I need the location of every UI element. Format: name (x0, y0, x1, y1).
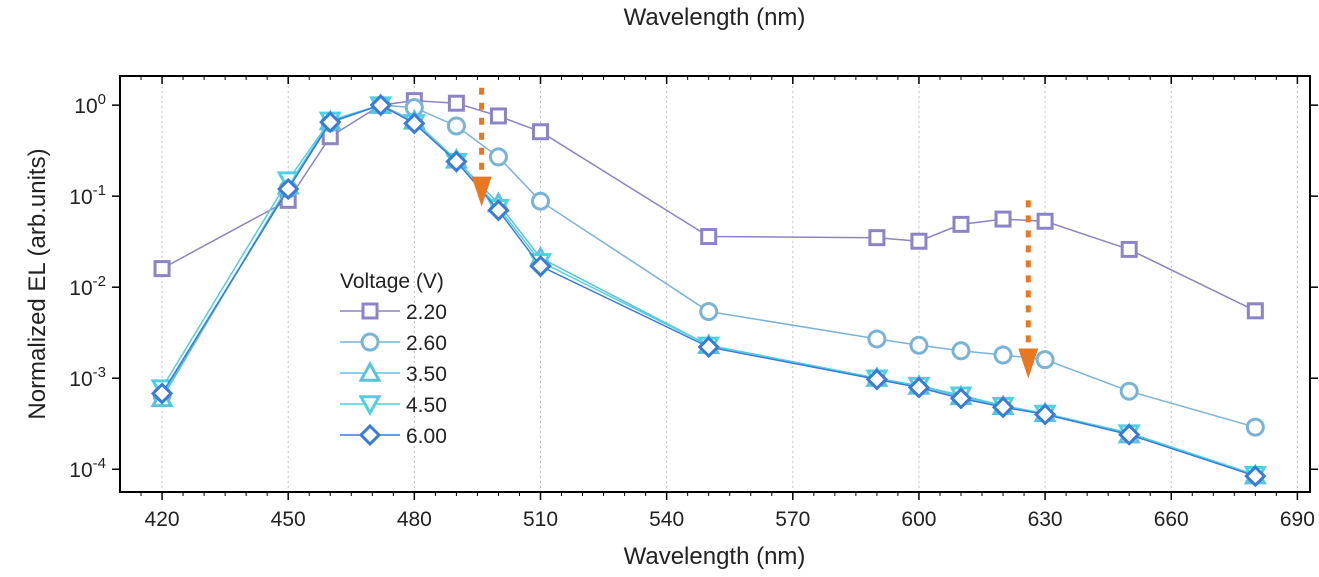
data-point (951, 341, 971, 361)
legend-marker (358, 360, 382, 382)
series-line (161, 104, 1256, 476)
data-point (277, 177, 300, 201)
data-point (445, 150, 468, 173)
data-point (907, 376, 931, 399)
x-tick-label: 450 (271, 508, 306, 531)
series-line (161, 104, 1256, 428)
x-tick-label: 540 (649, 508, 684, 531)
data-point (489, 107, 507, 125)
tick-layer: 420 450 480 510 540 570 600 630 660 690 100 10-1 10-… (69, 76, 1318, 531)
data-point (488, 147, 508, 167)
top-axis-title: Wavelength (nm) (623, 4, 806, 31)
plot-frame (119, 75, 1311, 493)
series-4.50 (150, 96, 1267, 487)
data-point (1035, 350, 1055, 370)
data-point (1033, 403, 1057, 426)
data-layer (150, 92, 1267, 488)
data-point (531, 123, 549, 141)
legend: Voltage (V) 2.20 2.60 3.50 4.50 6.00 (340, 270, 447, 448)
legend-title: Voltage (V) (340, 270, 444, 293)
data-point (949, 387, 973, 410)
y-tick-label: 100 (74, 91, 106, 118)
legend-marker (361, 302, 379, 320)
x-tick-label: 570 (775, 508, 810, 531)
data-point (487, 199, 510, 222)
legend-label: 6.00 (406, 425, 447, 448)
series-line (161, 104, 1256, 477)
arrow-head (1018, 348, 1039, 379)
arrow-head (471, 176, 492, 207)
data-point (529, 255, 552, 278)
y-tick-label: 10-1 (69, 182, 106, 209)
y-axis-title: Normalized EL (arb.units) (24, 148, 51, 419)
data-point (868, 229, 886, 247)
x-tick-label: 660 (1154, 508, 1189, 531)
data-point (403, 112, 426, 135)
data-point (1118, 423, 1141, 446)
data-point (994, 210, 1012, 228)
legend-label: 2.60 (406, 332, 447, 355)
data-point (369, 94, 392, 117)
data-point (446, 116, 466, 136)
legend-label: 4.50 (406, 394, 447, 417)
data-point (1244, 465, 1267, 488)
data-point (1036, 212, 1054, 230)
data-point (909, 335, 929, 355)
data-point (530, 191, 550, 211)
data-point (1245, 417, 1265, 437)
series-3.50 (150, 93, 1267, 485)
data-point (319, 111, 342, 134)
legend-label: 3.50 (406, 363, 447, 386)
data-point (867, 329, 887, 349)
legend-marker (358, 423, 382, 447)
legend-label: 2.20 (406, 301, 447, 324)
series-2.60 (152, 95, 1265, 437)
data-point (699, 302, 719, 322)
data-point (993, 345, 1013, 365)
data-point (952, 215, 970, 233)
x-tick-label: 690 (1280, 508, 1315, 531)
x-tick-label: 420 (145, 508, 180, 531)
data-point (150, 382, 174, 405)
x-tick-label: 600 (901, 508, 936, 531)
data-point (700, 228, 718, 246)
data-point (1119, 381, 1139, 401)
y-tick-label: 10-2 (69, 273, 106, 300)
data-point (697, 335, 720, 359)
x-tick-label: 510 (523, 508, 558, 531)
series-line (161, 104, 1256, 477)
data-point (910, 232, 928, 250)
x-axis-title: Wavelength (nm) (623, 543, 806, 570)
data-point (153, 260, 171, 278)
series-line (161, 99, 1256, 312)
x-tick-label: 630 (1028, 508, 1063, 531)
y-tick-label: 10-4 (69, 455, 106, 482)
legend-marker (360, 332, 380, 352)
annotation-layer (471, 87, 1039, 379)
series-6.00 (150, 94, 1267, 488)
y-tick-label: 10-3 (69, 364, 106, 391)
data-point (991, 396, 1015, 419)
data-point (1120, 240, 1138, 258)
data-point (865, 368, 889, 391)
data-point (1246, 302, 1264, 320)
x-tick-label: 480 (397, 508, 432, 531)
data-point (447, 94, 465, 112)
legend-marker (358, 395, 382, 417)
